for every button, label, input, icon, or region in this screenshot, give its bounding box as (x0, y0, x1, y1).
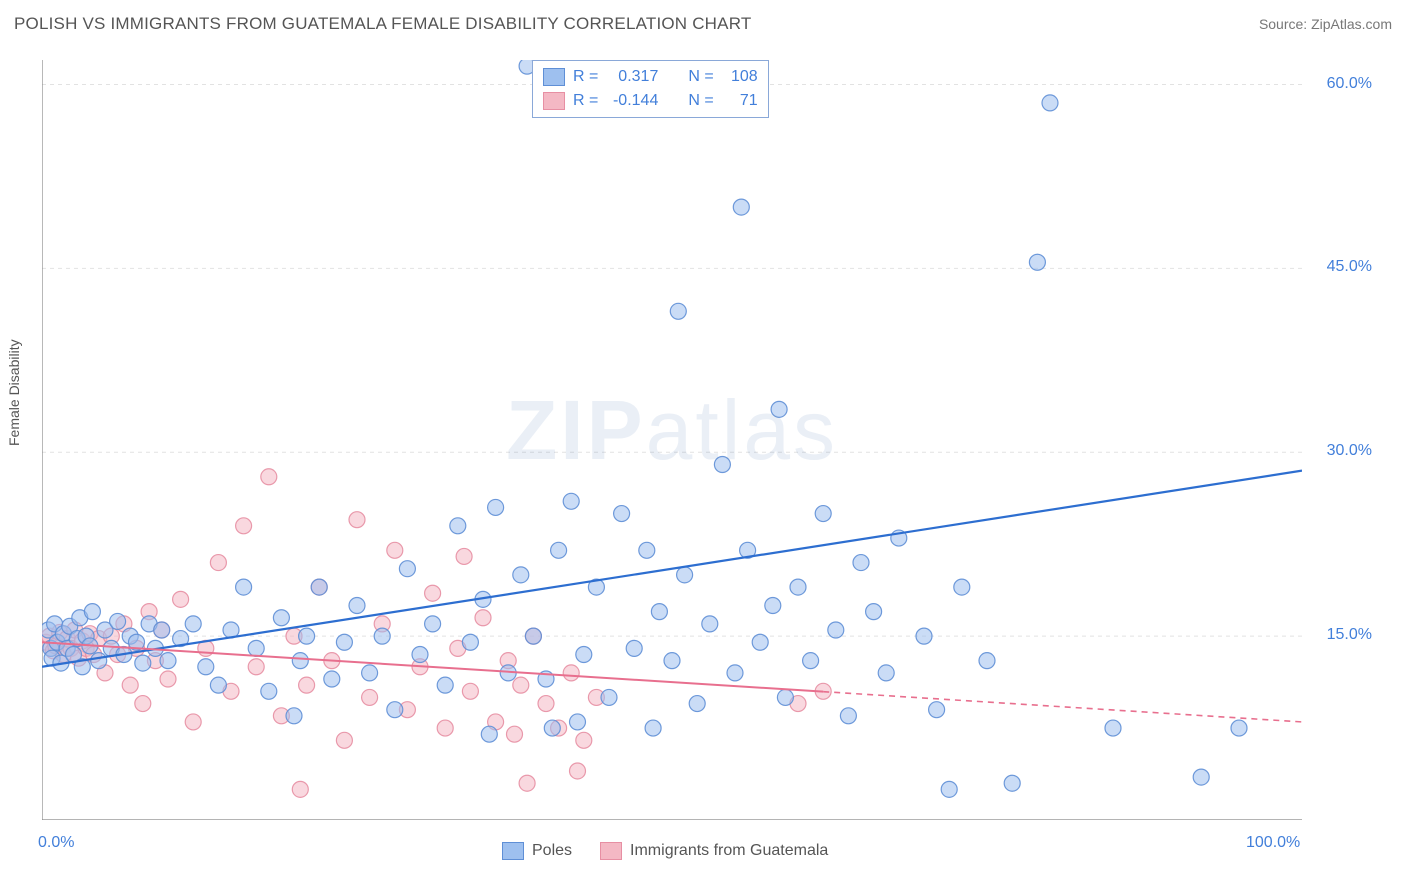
y-tick-label: 45.0% (1327, 258, 1372, 276)
legend-stats: R = 0.317 N = 108 R = -0.144 N = 71 (532, 60, 769, 118)
y-tick-label: 30.0% (1327, 442, 1372, 460)
legend-R-label: R = (573, 68, 598, 86)
plot-area: ZIPatlas R = 0.317 N = 108 R = -0.144 N … (42, 60, 1302, 820)
legend-label-poles: Poles (532, 842, 572, 860)
y-tick-label: 15.0% (1327, 626, 1372, 644)
legend-N-value-a: 108 (722, 68, 758, 86)
chart-title: POLISH VS IMMIGRANTS FROM GUATEMALA FEMA… (14, 14, 751, 34)
source-label: Source: ZipAtlas.com (1259, 16, 1392, 32)
swatch-guatemala (543, 92, 565, 110)
swatch-poles (543, 68, 565, 86)
legend-N-value-b: 71 (722, 92, 758, 110)
legend-stats-row-a: R = 0.317 N = 108 (543, 65, 758, 89)
x-tick-label: 0.0% (38, 834, 74, 852)
legend-N-label: N = (688, 68, 713, 86)
x-tick-label: 100.0% (1246, 834, 1300, 852)
legend-R-label: R = (573, 92, 598, 110)
legend-stats-row-b: R = -0.144 N = 71 (543, 89, 758, 113)
y-axis-title: Female Disability (6, 339, 22, 446)
swatch-poles (502, 842, 524, 860)
legend-label-guatemala: Immigrants from Guatemala (630, 842, 828, 860)
legend-series: Poles Immigrants from Guatemala (502, 842, 828, 860)
legend-R-value-b: -0.144 (606, 92, 658, 110)
legend-N-label: N = (688, 92, 713, 110)
swatch-guatemala (600, 842, 622, 860)
y-tick-label: 60.0% (1327, 75, 1372, 93)
legend-R-value-a: 0.317 (606, 68, 658, 86)
